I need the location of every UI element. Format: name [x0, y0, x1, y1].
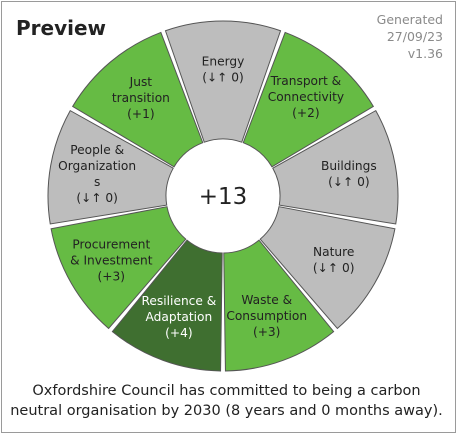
center-circle — [168, 141, 278, 251]
segment-label-line: Organization — [58, 159, 136, 173]
segment-label-line: Nature — [313, 245, 354, 259]
segment-label-people: People & Organization s (↓↑ 0) — [58, 143, 136, 205]
segment-label-line: Connectivity — [268, 90, 344, 104]
segment-waste[interactable]: Waste & Consumption (+3) — [223, 239, 335, 372]
segment-shape-buildings[interactable] — [272, 109, 399, 225]
segment-label-line: Procurement — [72, 237, 150, 251]
generated-date: 27/09/23 — [386, 29, 443, 44]
segment-shape-people[interactable] — [47, 109, 174, 225]
segment-label-line: Consumption — [226, 309, 307, 323]
segment-label-line: Transport & — [270, 74, 342, 88]
segment-label-line: Resilience & — [142, 294, 217, 308]
segment-label-nature: Nature (↓↑ 0) — [313, 245, 355, 275]
segment-label-procurement: Procurement & Investment (+3) — [70, 237, 153, 283]
segment-label-line: s — [94, 175, 100, 189]
segment-label-line: (+3) — [98, 269, 125, 283]
sector-wheel: Energy (↓↑ 0) Transport & Connectivity (+2) B… — [47, 20, 399, 372]
segment-shape-transport[interactable] — [242, 31, 375, 168]
segment-shape-resilience[interactable] — [111, 239, 223, 372]
segment-label-line: Buildings — [321, 159, 377, 173]
segment-label-line: (+4) — [165, 326, 192, 340]
segment-label-line: (↓↑ 0) — [76, 191, 118, 205]
preview-title: Preview — [16, 16, 107, 40]
segment-transport[interactable]: Transport & Connectivity (+2) — [242, 31, 375, 168]
segment-buildings[interactable]: Buildings (↓↑ 0) — [272, 109, 399, 225]
version-label: v1.36 — [407, 46, 443, 61]
segment-resilience[interactable]: Resilience & Adaptation (+4) — [111, 239, 223, 372]
generated-label: Generated — [376, 12, 443, 27]
segment-label-line: transition — [112, 91, 170, 105]
segment-shape-nature[interactable] — [259, 206, 396, 330]
segment-label-line: Adaptation — [146, 310, 213, 324]
segment-label-line: Just — [129, 75, 153, 89]
segment-shape-procurement[interactable] — [50, 206, 187, 330]
segment-label-line: & Investment — [70, 253, 153, 267]
segment-label-line: People & — [70, 143, 124, 157]
segment-label-line: Waste & — [241, 293, 292, 307]
segment-label-resilience: Resilience & Adaptation (+4) — [142, 294, 217, 340]
segment-label-line: (↓↑ 0) — [202, 70, 244, 84]
segment-energy[interactable]: Energy (↓↑ 0) — [164, 20, 282, 143]
segment-label-just-transition: Just transition (+1) — [112, 75, 170, 121]
segment-label-energy: Energy (↓↑ 0) — [202, 54, 245, 84]
footer-line-2: neutral organisation by 2030 (8 years an… — [10, 403, 443, 419]
segment-label-transport: Transport & Connectivity (+2) — [268, 74, 344, 120]
segment-label-waste: Waste & Consumption (+3) — [226, 293, 307, 339]
segment-label-line: (+2) — [292, 106, 319, 120]
segment-label-line: (+1) — [127, 107, 154, 121]
segment-label-line: (+3) — [253, 325, 280, 339]
segment-procurement[interactable]: Procurement & Investment (+3) — [50, 206, 187, 330]
segment-nature[interactable]: Nature (↓↑ 0) — [259, 206, 396, 330]
footer-line-1: Oxfordshire Council has committed to bei… — [32, 383, 421, 399]
generated-info: Generated 27/09/23 v1.36 — [377, 11, 443, 62]
segment-shape-energy[interactable] — [164, 20, 282, 143]
segment-just-transition[interactable]: Just transition (+1) — [71, 31, 204, 168]
footer-message: Oxfordshire Council has committed to bei… — [0, 381, 453, 421]
segment-label-buildings: Buildings (↓↑ 0) — [321, 159, 377, 189]
center-score: +13 — [199, 184, 248, 210]
segment-label-line: (↓↑ 0) — [313, 261, 355, 275]
segment-label-line: Energy — [202, 54, 245, 68]
segment-people[interactable]: People & Organization s (↓↑ 0) — [47, 109, 174, 225]
segment-shape-waste[interactable] — [223, 239, 335, 372]
segment-shape-just-transition[interactable] — [71, 31, 204, 168]
segment-label-line: (↓↑ 0) — [328, 175, 370, 189]
